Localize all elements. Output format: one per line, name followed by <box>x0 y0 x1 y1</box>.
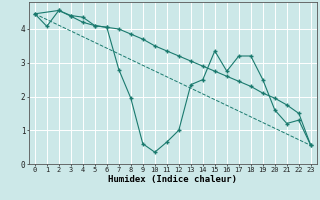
X-axis label: Humidex (Indice chaleur): Humidex (Indice chaleur) <box>108 175 237 184</box>
